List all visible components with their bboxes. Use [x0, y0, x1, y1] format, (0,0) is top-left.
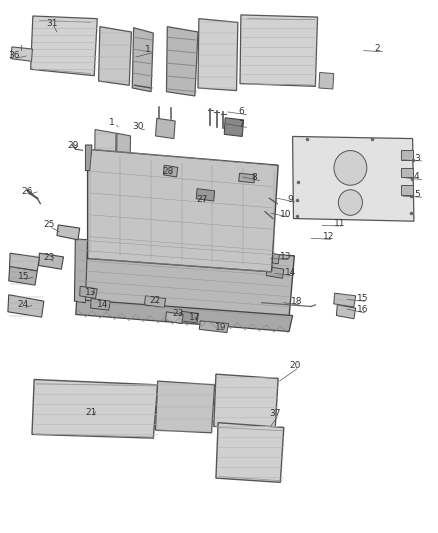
Polygon shape [163, 165, 178, 177]
Text: 17: 17 [189, 313, 201, 322]
Text: 26: 26 [21, 187, 32, 196]
Polygon shape [198, 19, 238, 91]
Polygon shape [11, 47, 32, 61]
Text: 6: 6 [239, 107, 244, 116]
Polygon shape [80, 286, 97, 298]
Polygon shape [10, 253, 39, 271]
Polygon shape [216, 423, 284, 482]
Text: 20: 20 [289, 361, 300, 370]
Text: 14: 14 [97, 300, 109, 309]
Polygon shape [199, 321, 229, 333]
Ellipse shape [334, 150, 367, 185]
Text: 19: 19 [215, 322, 226, 332]
Text: 37: 37 [269, 409, 281, 418]
Polygon shape [262, 252, 279, 264]
Text: 8: 8 [252, 173, 258, 182]
Polygon shape [132, 28, 153, 92]
Polygon shape [240, 15, 318, 86]
Text: 15: 15 [18, 272, 29, 281]
Polygon shape [74, 239, 88, 303]
Text: 3: 3 [414, 154, 420, 163]
Text: 10: 10 [280, 209, 292, 219]
Polygon shape [166, 27, 198, 96]
Polygon shape [145, 296, 166, 308]
Polygon shape [31, 16, 97, 76]
Text: 21: 21 [86, 408, 97, 417]
Polygon shape [401, 168, 413, 177]
Polygon shape [77, 240, 294, 317]
Polygon shape [166, 312, 183, 324]
Polygon shape [266, 266, 284, 278]
Text: 11: 11 [334, 219, 345, 228]
Polygon shape [334, 293, 356, 307]
Polygon shape [155, 381, 215, 433]
Text: 31: 31 [46, 19, 57, 28]
Text: 12: 12 [323, 232, 334, 241]
Polygon shape [336, 305, 356, 319]
Text: 2: 2 [374, 44, 380, 53]
Polygon shape [319, 72, 334, 89]
Text: 18: 18 [291, 297, 303, 306]
Text: 15: 15 [357, 294, 368, 303]
Text: 14: 14 [285, 268, 296, 277]
Polygon shape [94, 130, 116, 205]
Text: 1: 1 [109, 118, 114, 127]
Polygon shape [214, 374, 278, 430]
Polygon shape [99, 27, 131, 85]
Text: 23: 23 [44, 253, 55, 262]
Polygon shape [91, 298, 110, 310]
Polygon shape [76, 300, 293, 332]
Polygon shape [85, 145, 92, 171]
Text: 27: 27 [196, 195, 208, 204]
Text: 13: 13 [280, 252, 292, 261]
Polygon shape [9, 266, 37, 285]
Ellipse shape [338, 190, 363, 215]
Polygon shape [88, 149, 278, 272]
Polygon shape [32, 379, 158, 438]
Text: 30: 30 [133, 122, 144, 131]
Polygon shape [401, 185, 413, 195]
Polygon shape [155, 118, 175, 139]
Polygon shape [116, 133, 131, 208]
Polygon shape [181, 311, 198, 323]
Text: 22: 22 [149, 296, 160, 305]
Polygon shape [239, 173, 255, 183]
Text: 29: 29 [67, 141, 78, 150]
Text: 25: 25 [44, 220, 55, 229]
Text: 36: 36 [9, 51, 20, 60]
Polygon shape [39, 253, 64, 269]
Polygon shape [293, 136, 414, 221]
Text: 13: 13 [85, 288, 96, 297]
Polygon shape [8, 295, 44, 317]
Text: 7: 7 [239, 120, 244, 129]
Polygon shape [401, 150, 413, 160]
Text: 24: 24 [18, 300, 29, 309]
Text: 28: 28 [162, 167, 173, 176]
Text: 23: 23 [172, 309, 184, 318]
Polygon shape [224, 118, 244, 136]
Polygon shape [196, 189, 215, 201]
Polygon shape [57, 225, 80, 240]
Text: 1: 1 [145, 45, 150, 54]
Text: 16: 16 [357, 305, 368, 314]
Text: 9: 9 [287, 195, 293, 204]
Text: 4: 4 [414, 172, 420, 181]
Text: 5: 5 [414, 190, 420, 199]
